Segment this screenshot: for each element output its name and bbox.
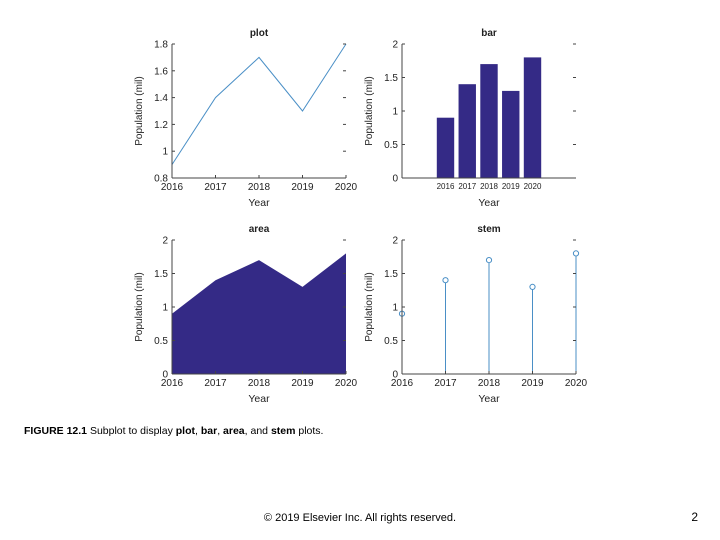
stem-marker-2020 [572, 250, 580, 257]
x-axis-label: Year [478, 393, 500, 405]
x-tick-label: 2019 [521, 378, 544, 389]
y-axis-label: Population (mil) [364, 272, 375, 341]
caption-bar: bar [200, 425, 218, 437]
area-fill [172, 253, 346, 374]
y-tick-label: 2 [392, 40, 398, 51]
x-tick-label: 2018 [480, 182, 498, 191]
y-tick-label: 1.5 [384, 73, 398, 84]
y-tick-label: 1.5 [154, 269, 168, 280]
copyright-footer: © 2019 Elsevier Inc. All rights reserved… [263, 512, 457, 524]
subplot-bar: 0 0.5 1 1.5 2 2016 2017 2018 2019 2020 bar Year Popu… [364, 28, 576, 209]
x-tick-label: 2020 [524, 182, 542, 191]
y-tick-label: 2 [392, 236, 398, 247]
plot-line [171, 43, 347, 165]
bar-2016 [436, 117, 455, 178]
caption-sep-1: , [195, 425, 201, 437]
x-tick-label: 2017 [458, 182, 476, 191]
figure-caption: FIGURE 12.1 Subplot to display plot, bar… [24, 424, 664, 438]
bar-2020 [523, 57, 542, 178]
y-tick-label: 1.2 [154, 120, 168, 131]
y-tick-label: 0.8 [154, 174, 168, 185]
x-tick-label: 2019 [502, 182, 520, 191]
x-tick-label: 2017 [204, 378, 227, 389]
y-tick-label: 1 [162, 147, 168, 158]
caption-text-2: plots. [295, 425, 324, 437]
chart-title: bar [481, 28, 497, 39]
subplot-plot: 0.8 1 1.2 1.4 1.6 1.8 2016 2017 2018 2019 2020 plot… [134, 28, 358, 209]
caption-plot: plot [175, 425, 196, 437]
x-tick-label: 2016 [161, 378, 184, 389]
x-tick-label: 2017 [434, 378, 457, 389]
y-tick-label: 0 [392, 174, 398, 185]
x-axis-label: Year [478, 197, 500, 209]
y-axis-label: Population (mil) [364, 76, 375, 145]
caption-text-1: Subplot to display [87, 425, 176, 437]
y-axis-label: Population (mil) [134, 76, 145, 145]
y-tick-label: 0.5 [384, 336, 398, 347]
y-tick-label: 1.5 [384, 269, 398, 280]
x-tick-label: 2020 [565, 378, 588, 389]
y-tick-label: 1.6 [154, 66, 168, 77]
x-tick-label: 2018 [248, 182, 271, 193]
caption-label: FIGURE 12.1 [24, 425, 88, 437]
subplot-area: 0 0.5 1 1.5 2 2016 2017 2018 2019 2020 area Year Pop… [134, 224, 358, 405]
caption-sep-3: , and [244, 425, 271, 437]
x-tick-label: 2016 [437, 182, 455, 191]
stem-marker-2017 [442, 277, 449, 284]
caption-sep-2: , [217, 425, 224, 437]
chart-title: area [249, 224, 270, 235]
y-tick-label: 0.5 [154, 336, 168, 347]
x-tick-label: 2018 [248, 378, 271, 389]
x-tick-label: 2020 [335, 182, 358, 193]
y-axis-label: Population (mil) [134, 272, 145, 341]
x-tick-label: 2020 [335, 378, 358, 389]
y-tick-label: 1.8 [154, 40, 168, 51]
y-tick-label: 0 [162, 370, 168, 381]
subplot-stem: 0 0.5 1 1.5 2 2016 2017 2018 2019 2020 stem Year Pop… [364, 224, 588, 405]
y-tick-label: 1 [392, 107, 398, 118]
bar-2019 [502, 90, 520, 178]
chart-title: plot [250, 28, 269, 39]
y-tick-label: 1.4 [154, 93, 168, 104]
bar-2017 [458, 84, 476, 178]
caption-stem: stem [270, 425, 296, 437]
chart-title: stem [477, 224, 500, 235]
y-tick-label: 1 [392, 303, 398, 314]
y-tick-label: 2 [162, 236, 168, 247]
y-tick-label: 0 [392, 370, 398, 381]
stem-marker-2018 [485, 257, 493, 264]
x-axis-label: Year [248, 197, 270, 209]
y-tick-label: 0.5 [384, 140, 398, 151]
x-tick-label: 2019 [291, 378, 314, 389]
stem-marker-2019 [529, 283, 536, 290]
x-axis-label: Year [248, 393, 270, 405]
caption-area: area [223, 425, 245, 437]
x-tick-label: 2019 [291, 182, 314, 193]
x-tick-label: 2017 [204, 182, 227, 193]
page-number: 2 [691, 510, 698, 524]
x-tick-label: 2016 [391, 378, 414, 389]
x-tick-label: 2016 [161, 182, 184, 193]
y-tick-label: 1 [162, 303, 168, 314]
x-tick-label: 2018 [478, 378, 501, 389]
bar-2018 [480, 64, 498, 178]
